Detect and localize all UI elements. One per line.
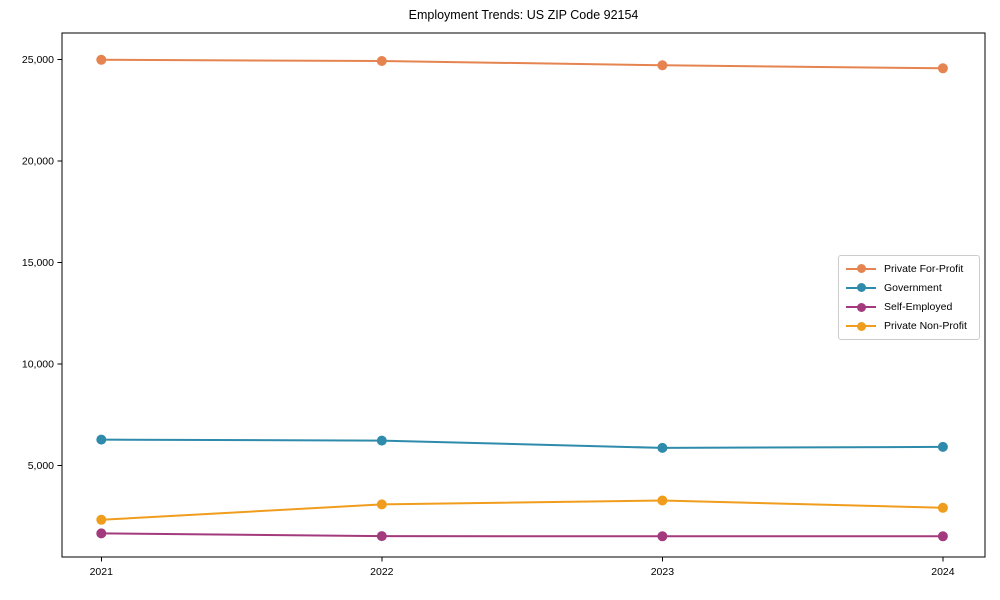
legend-marker-dot	[856, 283, 866, 293]
legend-label: Self-Employed	[884, 301, 953, 314]
data-point-government-2024	[937, 441, 948, 452]
data-point-self-employed-2021	[96, 528, 107, 539]
legend-item-government: Government	[846, 278, 979, 297]
data-point-private-non-profit-2022	[376, 499, 387, 510]
chart-legend: Private For-Profit Government Self-Employe…	[838, 255, 980, 340]
legend-line-marker-icon	[846, 264, 876, 274]
data-point-private-for-profit-2021	[96, 54, 107, 65]
data-point-self-employed-2024	[937, 531, 948, 542]
x-tick-label: 2024	[931, 566, 955, 578]
series-line-private-for-profit	[100, 58, 944, 70]
legend-item-self-employed: Self-Employed	[846, 298, 979, 317]
legend-item-private-non-profit: Private Non-Profit	[846, 317, 979, 336]
x-tick-label: 2022	[370, 566, 394, 578]
data-point-private-for-profit-2023	[657, 60, 668, 71]
legend-label: Government	[884, 281, 942, 294]
series-line-government	[100, 438, 944, 449]
legend-label: Private Non-Profit	[884, 320, 967, 333]
data-point-government-2023	[657, 442, 668, 453]
legend-line-marker-icon	[846, 283, 876, 293]
y-tick-label: 5,000	[28, 460, 54, 472]
data-point-private-for-profit-2022	[376, 56, 387, 66]
data-point-private-non-profit-2021	[96, 514, 107, 525]
data-point-government-2022	[376, 435, 387, 446]
data-point-private-non-profit-2023	[657, 495, 668, 506]
legend-marker-dot	[856, 321, 866, 331]
y-tick-label: 20,000	[22, 155, 54, 167]
y-tick-label: 10,000	[22, 359, 54, 371]
x-tick-label: 2021	[90, 566, 114, 578]
y-tick-label: 25,000	[22, 54, 54, 66]
data-point-self-employed-2023	[657, 531, 668, 542]
data-point-private-for-profit-2024	[937, 63, 948, 74]
legend-label: Private For-Profit	[884, 262, 964, 275]
x-tick-label: 2023	[651, 566, 675, 578]
series-line-private-non-profit	[100, 499, 944, 521]
series-line-self-employed	[100, 532, 944, 538]
legend-line-marker-icon	[846, 302, 876, 312]
legend-item-private-for-profit: Private For-Profit	[846, 259, 979, 278]
data-point-private-non-profit-2024	[937, 502, 948, 513]
data-point-government-2021	[96, 434, 107, 445]
data-point-self-employed-2022	[376, 531, 387, 542]
legend-marker-dot	[856, 264, 866, 274]
legend-marker-dot	[856, 302, 866, 312]
legend-line-marker-icon	[846, 321, 876, 331]
plot-area-border	[61, 32, 986, 558]
y-tick-label: 15,000	[22, 257, 54, 269]
chart-title: Employment Trends: US ZIP Code 92154	[408, 8, 639, 22]
